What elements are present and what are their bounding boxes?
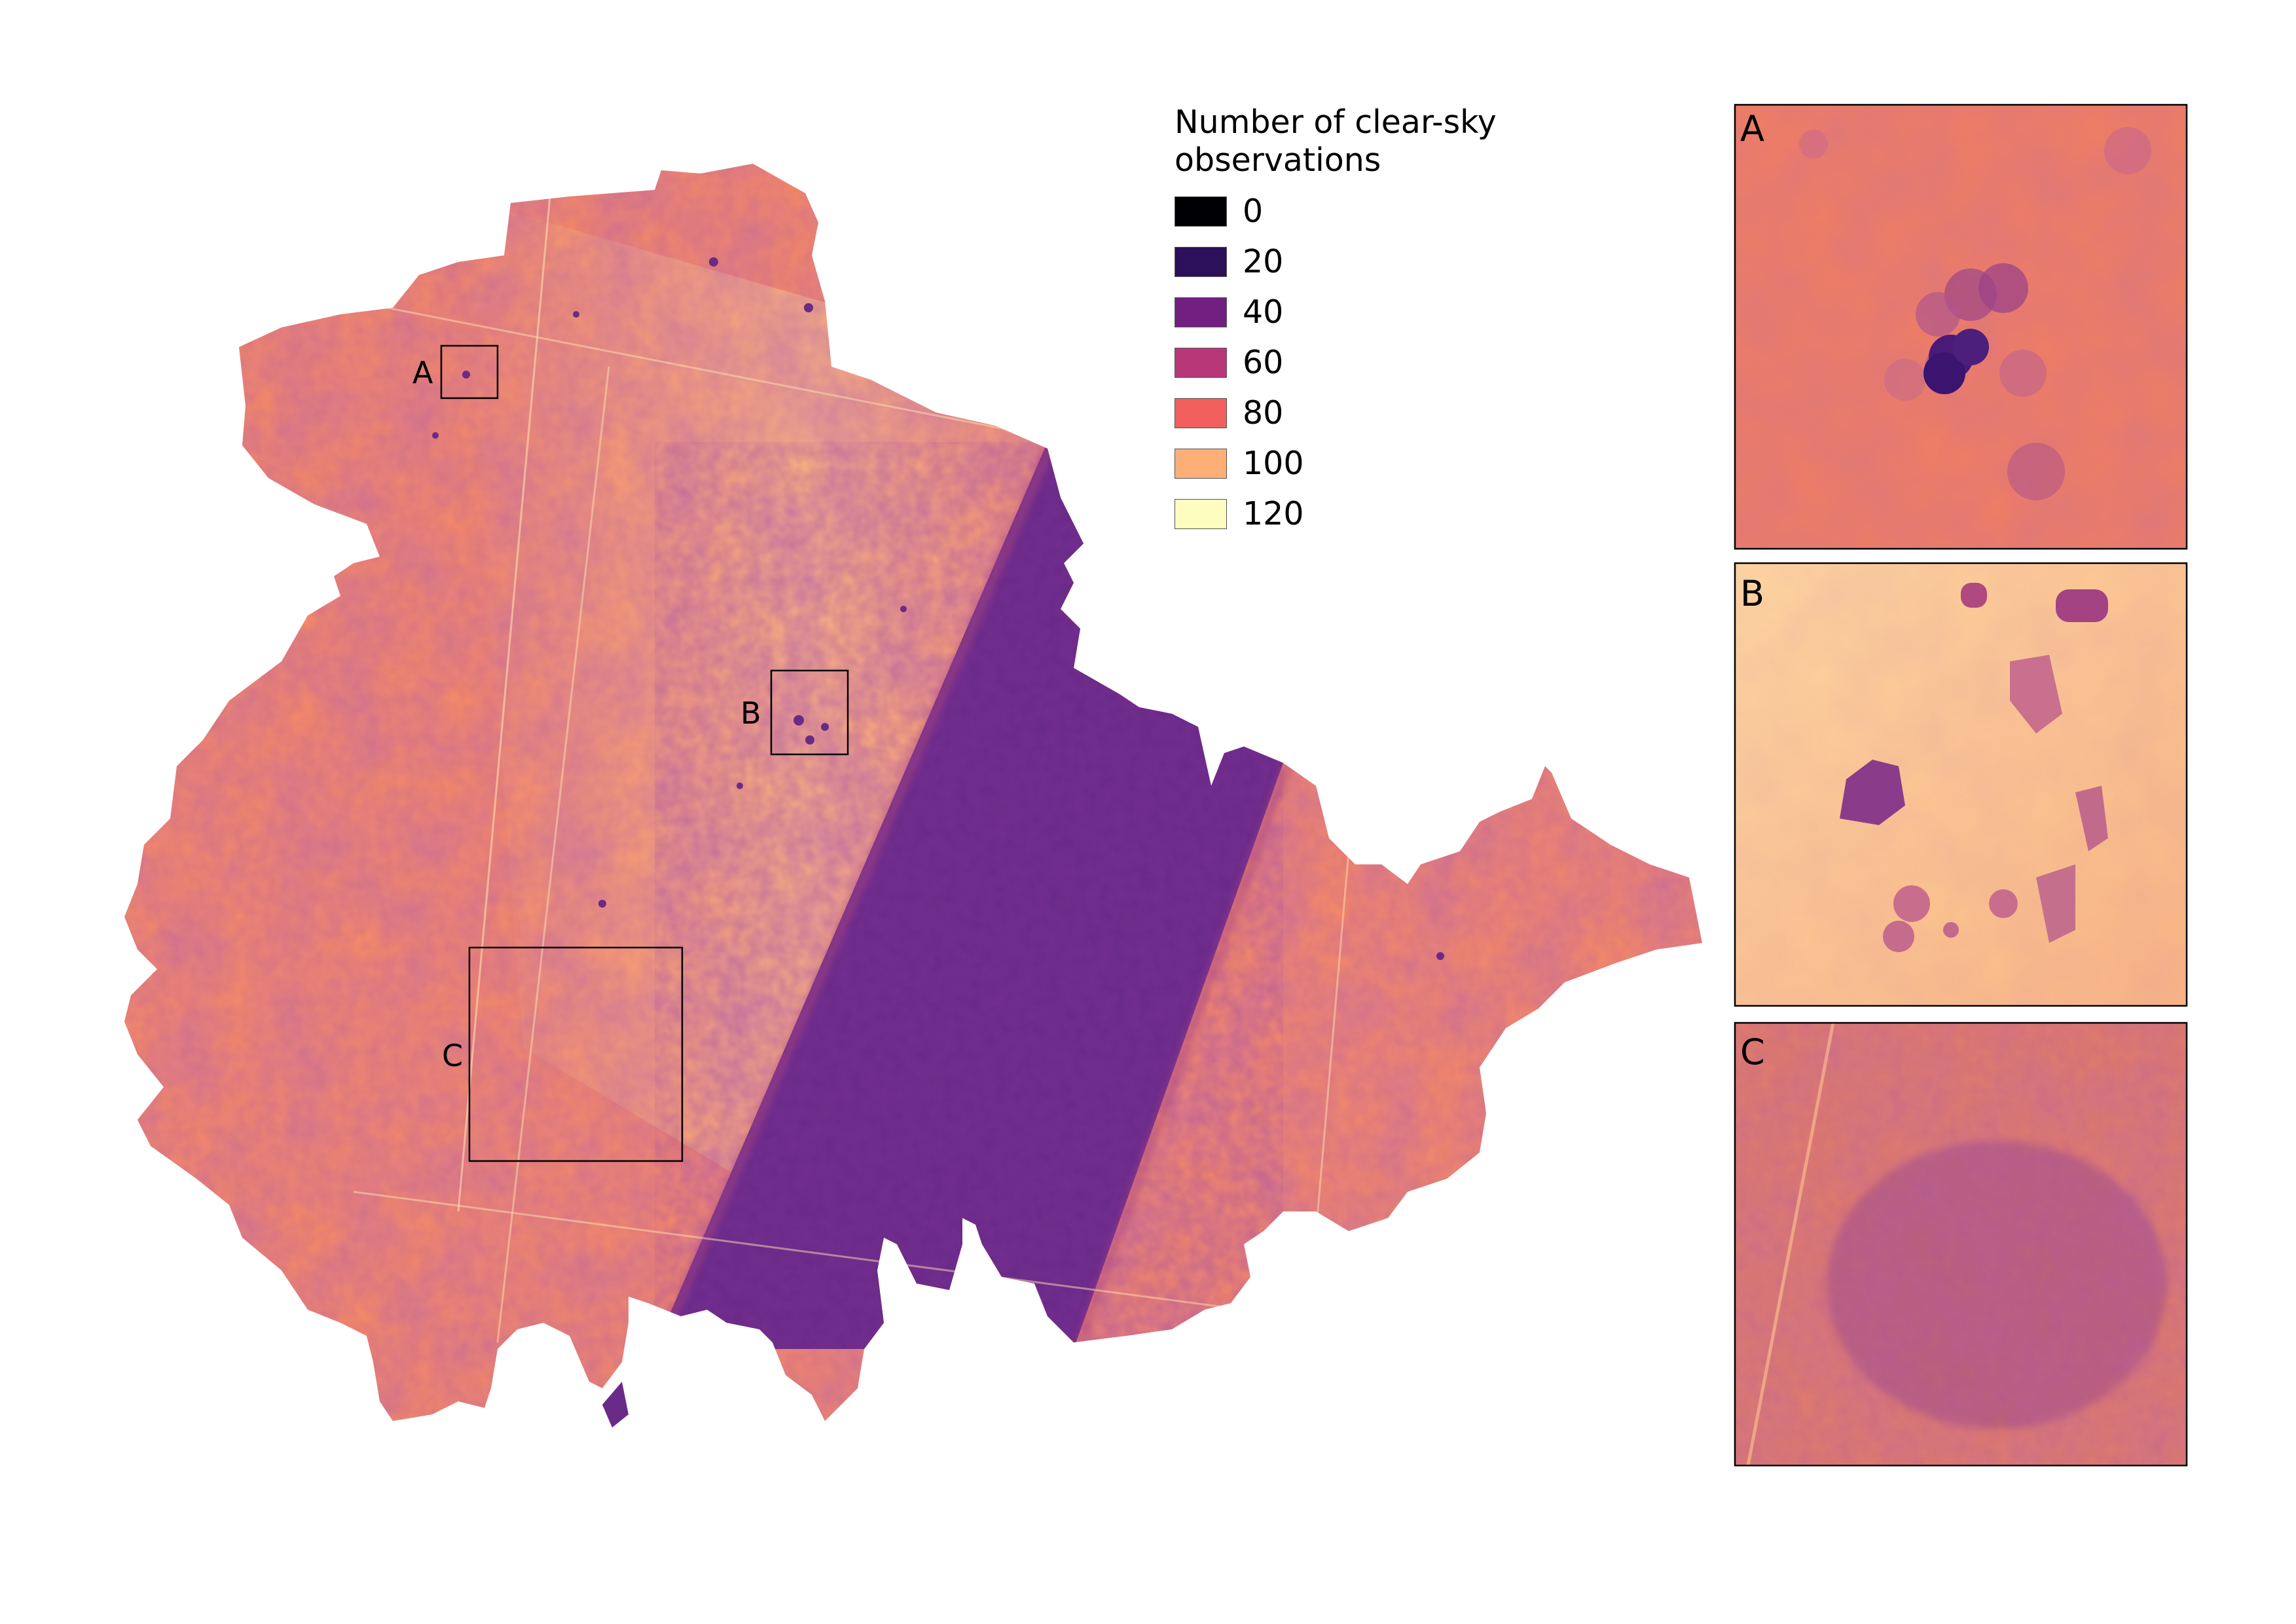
zoom-box-a-label: A <box>412 355 433 390</box>
legend-item: 80 <box>1175 388 1633 438</box>
inset-b: B <box>1735 563 2187 1006</box>
inset-c: C <box>1735 1023 2187 1466</box>
exclave-patch <box>602 1382 629 1428</box>
legend-label: 60 <box>1243 344 1283 381</box>
zoom-box-b-label: B <box>740 695 761 731</box>
inset-b-label: B <box>1740 573 1764 614</box>
legend-label: 0 <box>1243 193 1263 230</box>
legend-item: 60 <box>1175 337 1633 388</box>
legend-label: 100 <box>1243 445 1304 482</box>
legend-label: 120 <box>1243 495 1304 532</box>
legend-item: 20 <box>1175 236 1633 287</box>
legend-label: 80 <box>1243 394 1283 432</box>
inset-c-label: C <box>1740 1031 1765 1073</box>
legend-title: Number of clear-sky observations <box>1175 103 1633 179</box>
legend-swatch <box>1175 499 1227 529</box>
legend-item: 0 <box>1175 186 1633 236</box>
inset-a: A <box>1735 105 2187 549</box>
legend-swatch <box>1175 247 1227 277</box>
legend-items: 0 20 40 60 80 100 120 <box>1175 186 1633 539</box>
legend-item: 40 <box>1175 287 1633 337</box>
legend-item: 120 <box>1175 489 1633 539</box>
legend-swatch <box>1175 348 1227 378</box>
legend: Number of clear-sky observations 0 20 40 60… <box>1175 103 1633 539</box>
inset-a-label: A <box>1740 108 1764 149</box>
legend-item: 100 <box>1175 438 1633 489</box>
legend-label: 20 <box>1243 243 1283 280</box>
legend-label: 40 <box>1243 293 1283 331</box>
zoom-box-c-label: C <box>442 1038 463 1073</box>
legend-swatch <box>1175 398 1227 428</box>
legend-swatch <box>1175 297 1227 327</box>
legend-swatch <box>1175 449 1227 479</box>
legend-swatch <box>1175 196 1227 227</box>
